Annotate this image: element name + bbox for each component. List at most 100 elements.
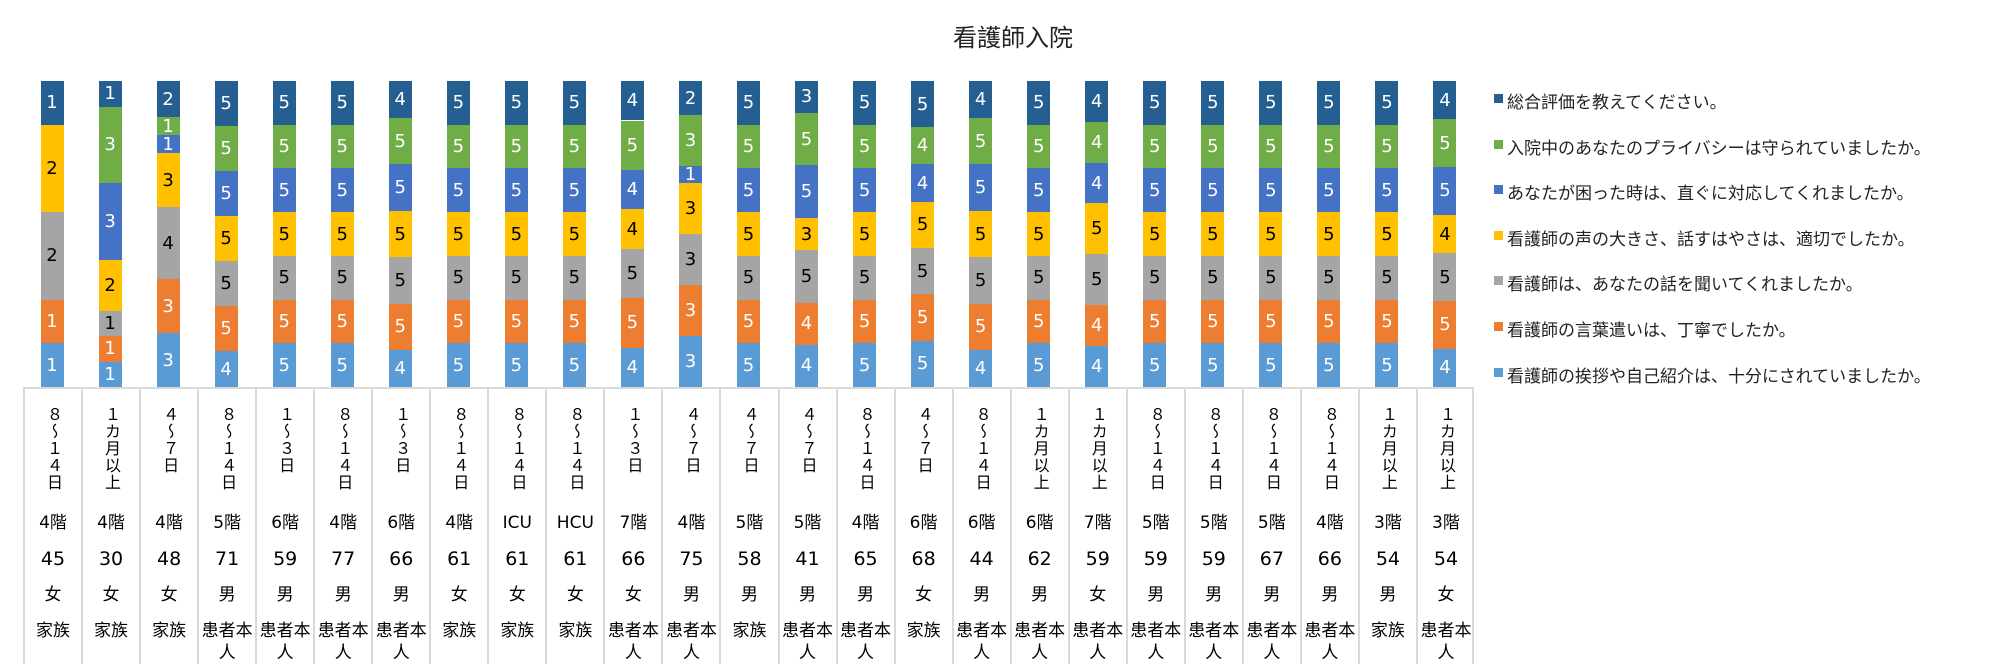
category-label: ４～７日 5階 41 男 患者本人: [777, 388, 836, 664]
data-label: 2: [46, 157, 58, 179]
floor-label: 6階: [387, 513, 416, 533]
bar-segment: 5: [272, 299, 296, 344]
data-label: 5: [1381, 179, 1393, 201]
bar-segment: 5: [214, 261, 238, 306]
bar-segment: 1: [40, 299, 64, 344]
floor-label: 6階: [1025, 513, 1054, 533]
bar-segment: 5: [446, 168, 470, 213]
bar-stack: 5 5 5 5 5 5 5: [504, 81, 528, 387]
bar-stack: 5 5 5 5 5 5 5: [1027, 81, 1051, 387]
duration-label: ８～１４日: [1146, 406, 1166, 491]
bar-segment: 4: [214, 351, 238, 387]
data-label: 5: [1091, 269, 1103, 291]
bar-segment: 5: [562, 168, 586, 213]
data-label: 5: [1265, 267, 1277, 289]
bar-segment: 1: [98, 81, 122, 107]
bar-segment: 5: [1375, 168, 1399, 213]
data-label: 4: [1091, 90, 1103, 112]
legend-swatch: [1494, 230, 1503, 240]
bar-segment: 5: [1375, 212, 1399, 256]
legend-swatch: [1494, 139, 1503, 149]
bar-segment: 5: [504, 212, 528, 256]
bar-segment: 5: [562, 343, 586, 387]
bar-segment: 5: [1143, 124, 1167, 169]
data-label: 5: [278, 92, 290, 114]
age-label: 48: [156, 548, 182, 570]
duration-label: ４～７日: [160, 406, 180, 474]
sex-label: 女: [102, 585, 120, 605]
bar-segment: 5: [562, 81, 586, 125]
data-label: 5: [336, 92, 348, 114]
bar-segment: 5: [911, 294, 935, 341]
bar-segment: 4: [1433, 214, 1457, 254]
sex-label: 女: [1089, 585, 1107, 605]
duration-label: １カ月以上: [1436, 406, 1456, 491]
data-label: 3: [684, 130, 697, 151]
duration-label: １カ月以上: [1378, 406, 1398, 491]
bar-segment: 3: [678, 285, 702, 336]
data-label: 5: [394, 269, 406, 291]
bar-segment: 5: [737, 81, 760, 125]
legend-item: 入院中のあなたのプライバシーは守られていましたか。: [1494, 134, 1931, 180]
bar-segment: 5: [1259, 212, 1283, 256]
bar-segment: 4: [1433, 81, 1457, 120]
category-label: １カ月以上 3階 54 男 家族: [1357, 388, 1416, 664]
bar-segment: 5: [562, 124, 586, 169]
relation-label: 家族: [442, 621, 477, 641]
data-label: 5: [278, 179, 290, 201]
bar-segment: 5: [504, 124, 528, 169]
bar-stack: 1 1 2 2 1: [40, 81, 64, 387]
bar-stack: 5 5 5 5 5 5 5: [737, 81, 760, 387]
bar-segment: 5: [446, 81, 470, 125]
data-label: 1: [104, 338, 116, 360]
data-label: 5: [1207, 136, 1219, 158]
sex-label: 男: [1263, 585, 1281, 605]
age-label: 65: [853, 548, 878, 570]
legend-label: 看護師の言葉遣いは、丁寧でしたか。: [1507, 320, 1796, 341]
bar-segment: 5: [272, 124, 296, 169]
relation-label: 患者本人: [201, 621, 253, 663]
age-label: 30: [98, 548, 124, 570]
bar-segment: 5: [620, 120, 644, 170]
data-label: 5: [1091, 218, 1103, 240]
data-label: 5: [1149, 310, 1161, 332]
data-label: 5: [858, 179, 871, 201]
relation-label: 患者本人: [607, 621, 659, 663]
data-label: 5: [394, 316, 406, 338]
bar-segment: 5: [446, 212, 470, 256]
floor-label: 5階: [1199, 513, 1228, 533]
floor-label: 4階: [155, 513, 183, 533]
bar-segment: 2: [678, 81, 702, 115]
bar-segment: 4: [795, 302, 819, 345]
bar-segment: 5: [330, 299, 354, 344]
data-label: 5: [1439, 314, 1451, 336]
legend-label: 総合評価を教えてください。: [1507, 93, 1727, 113]
bar-segment: 2: [40, 212, 64, 300]
data-label: 5: [1207, 92, 1219, 114]
relation-label: 患者本人: [1130, 621, 1182, 663]
data-label: 4: [394, 89, 406, 111]
data-label: 4: [916, 172, 929, 194]
sex-label: 女: [450, 585, 468, 605]
bar-segment: 5: [214, 126, 238, 171]
floor-label: 4階: [39, 513, 67, 533]
bar-segment: 5: [1259, 343, 1283, 387]
relation-label: 患者本人: [840, 621, 892, 663]
bar-segment: 4: [969, 81, 993, 119]
data-label: 3: [684, 198, 697, 219]
data-label: 5: [1265, 136, 1277, 158]
bar-segment: 5: [1201, 299, 1225, 344]
data-label: 4: [220, 358, 232, 380]
category-label: ８～１４日 4階 66 男 患者本人: [1299, 388, 1358, 664]
bar-segment: 4: [1085, 346, 1109, 387]
bar-segment: 3: [795, 218, 819, 250]
bar-segment: 5: [620, 298, 644, 348]
bar-segment: 1: [40, 343, 64, 387]
data-label: 5: [626, 312, 639, 334]
data-label: 5: [1032, 267, 1045, 289]
category-label: ８～１４日 5階 59 男 患者本人: [1183, 388, 1242, 664]
bar-segment: 5: [562, 255, 586, 300]
data-label: 1: [104, 83, 116, 105]
floor-label: 7階: [1083, 513, 1112, 533]
sex-label: 男: [973, 585, 991, 605]
